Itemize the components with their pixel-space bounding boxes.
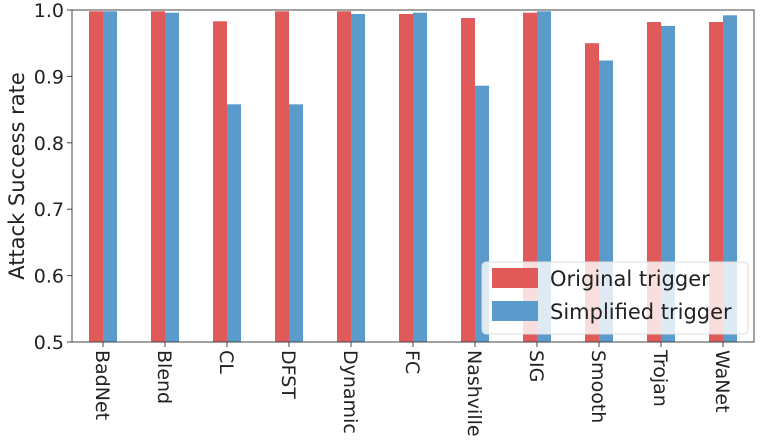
bar-original-cl bbox=[213, 21, 227, 343]
y-tick-label: 0.8 bbox=[34, 133, 64, 155]
x-tick-label: Blend bbox=[153, 350, 175, 404]
y-tick-label: 0.7 bbox=[34, 199, 64, 221]
bar-original-badnet bbox=[89, 11, 103, 343]
bar-original-dfst bbox=[275, 11, 289, 343]
y-tick-label: 0.5 bbox=[34, 332, 64, 354]
x-tick-label: BadNet bbox=[91, 350, 113, 420]
legend-swatch-original bbox=[492, 268, 538, 288]
bar-simplified-cl bbox=[227, 104, 241, 342]
bars-group bbox=[89, 11, 737, 343]
legend-swatch-simplified bbox=[492, 301, 538, 321]
bar-simplified-blend bbox=[165, 12, 179, 342]
bar-simplified-fc bbox=[413, 12, 427, 342]
bar-original-blend bbox=[151, 11, 165, 343]
y-axis-title: Attack Success rate bbox=[5, 72, 29, 280]
bar-original-sig bbox=[523, 12, 537, 342]
legend-label-simplified: Simplified trigger bbox=[550, 300, 732, 324]
bar-original-dynamic bbox=[337, 11, 351, 343]
bar-simplified-dfst bbox=[289, 104, 303, 342]
x-tick-label: DFST bbox=[277, 350, 299, 399]
x-axis-ticks: BadNet Blend CL DFST Dynamic FC Nashville SIG Sm… bbox=[91, 342, 733, 437]
legend: Original trigger Simplified trigger bbox=[481, 261, 749, 335]
bar-simplified-badnet bbox=[103, 11, 117, 343]
x-tick-label: Trojan bbox=[649, 349, 671, 407]
x-tick-label: Dynamic bbox=[339, 350, 361, 434]
bar-simplified-dynamic bbox=[351, 14, 365, 342]
legend-label-original: Original trigger bbox=[550, 267, 710, 291]
y-tick-label: 0.9 bbox=[34, 66, 64, 88]
x-tick-label: Smooth bbox=[587, 350, 609, 423]
x-tick-label: SIG bbox=[525, 350, 547, 382]
bar-original-fc bbox=[399, 14, 413, 342]
bar-simplified-wanet bbox=[723, 15, 737, 343]
x-tick-label: WaNet bbox=[711, 350, 733, 413]
x-tick-label: FC bbox=[401, 350, 423, 374]
bar-original-nashville bbox=[461, 18, 475, 342]
x-tick-label: Nashville bbox=[463, 350, 485, 437]
y-tick-label: 0.6 bbox=[34, 266, 64, 288]
x-tick-label: CL bbox=[215, 350, 237, 374]
bar-simplified-sig bbox=[537, 11, 551, 343]
y-tick-label: 1.0 bbox=[34, 0, 64, 22]
y-axis-ticks: 0.5 0.6 0.7 0.8 0.9 1.0 bbox=[34, 0, 72, 354]
legend-box bbox=[481, 261, 749, 335]
